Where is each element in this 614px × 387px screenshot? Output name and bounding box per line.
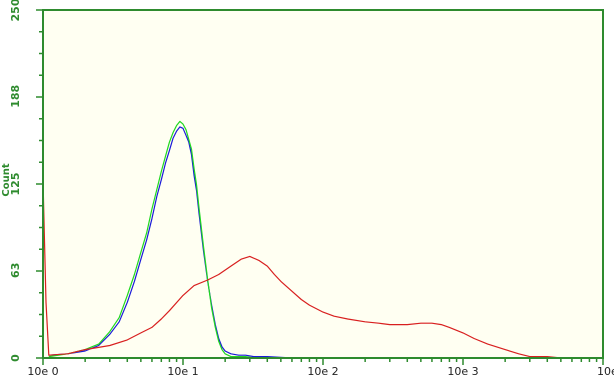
- x-tick-label: 10e 3: [447, 365, 478, 378]
- plot-area: [43, 10, 603, 358]
- x-tick-label: 10e 4: [597, 365, 614, 378]
- y-tick-label: 250: [9, 0, 22, 21]
- y-tick-label: 188: [9, 85, 22, 108]
- plot-frame: [42, 9, 604, 359]
- x-tick-label: 10e 1: [167, 365, 198, 378]
- series-line-3: [42, 179, 561, 359]
- x-tick-label: 10e 0: [27, 365, 58, 378]
- y-axis-label: Count: [1, 163, 12, 196]
- x-tick-label: 10e 2: [307, 365, 338, 378]
- series-line-2: [48, 120, 268, 359]
- y-tick-label: 63: [9, 263, 22, 278]
- series-line-1: [48, 126, 292, 359]
- y-tick-label: 125: [9, 173, 22, 196]
- y-tick-label: 0: [9, 354, 22, 362]
